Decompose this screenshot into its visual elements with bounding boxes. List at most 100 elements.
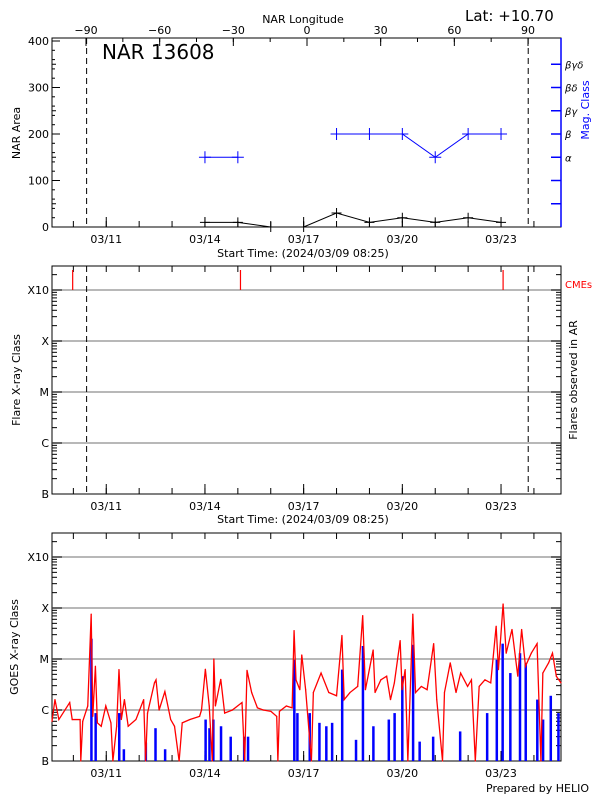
goes-short-spike xyxy=(524,662,527,761)
x-tick-label: 03/23 xyxy=(485,767,517,780)
goes-long-point xyxy=(374,691,376,694)
longitude-tick-label: 0 xyxy=(304,24,311,37)
x-tick-label: 03/23 xyxy=(485,233,517,246)
goes-short-spike xyxy=(549,695,553,761)
goes-long-point xyxy=(256,707,259,709)
mag-class-point xyxy=(198,151,211,164)
area-point xyxy=(232,217,243,228)
footer-credit: Prepared by HELIO xyxy=(486,782,589,795)
goes-long-point xyxy=(158,709,160,711)
goes-long-point xyxy=(426,689,428,691)
goes-long-point xyxy=(404,668,406,671)
x-axis-title-1: Start Time: (2024/03/09 08:25) xyxy=(217,247,389,260)
goes-long-point xyxy=(51,720,53,722)
goes-long-point xyxy=(364,689,367,691)
x-tick-label: 03/23 xyxy=(485,500,517,513)
flare-axis-title: Flare X-ray Class xyxy=(10,334,23,426)
goes-short-spike xyxy=(212,719,215,761)
goes-long-line xyxy=(51,603,562,762)
goes-short-spike xyxy=(229,736,232,761)
goes-short-spike xyxy=(340,669,344,761)
goes-long-point xyxy=(79,718,81,721)
goes-short-spike xyxy=(94,713,97,761)
y-tick-label: B xyxy=(41,755,49,768)
goes-short-spike xyxy=(296,713,299,761)
goes-short-spike xyxy=(122,749,126,761)
goes-long-point xyxy=(551,652,554,654)
goes-short-spike xyxy=(418,741,421,761)
goes-long-point xyxy=(490,682,492,684)
goes-short-spike xyxy=(401,676,404,761)
goes-long-point xyxy=(312,691,314,694)
goes-long-point xyxy=(399,639,401,642)
goes-long-point xyxy=(441,760,444,762)
goes-short-spike xyxy=(485,713,489,761)
y-tick-label: 200 xyxy=(28,128,49,141)
longitude-tick-label: −30 xyxy=(222,24,245,37)
goes-short-spike xyxy=(361,645,365,761)
goes-short-spike xyxy=(354,739,358,761)
goes-short-spike xyxy=(393,713,396,761)
goes-short-spike xyxy=(330,722,334,761)
longitude-tick-label: −90 xyxy=(74,24,97,37)
goes-long-point xyxy=(96,722,98,724)
goes-long-point xyxy=(100,725,102,727)
area-point xyxy=(199,217,210,228)
goes-long-point xyxy=(87,705,89,707)
region-title: NAR 13608 xyxy=(102,40,215,64)
goes-long-point xyxy=(164,690,166,693)
y-tick-label: M xyxy=(40,386,50,399)
y-tick-label: 0 xyxy=(42,221,49,234)
goes-short-spike xyxy=(458,731,462,761)
goes-long-point xyxy=(443,691,446,694)
area-panel-frame xyxy=(51,37,562,228)
x-tick-label: 03/20 xyxy=(386,767,418,780)
goes-long-point xyxy=(470,679,473,681)
goes-long-point xyxy=(542,672,544,674)
goes-long-point xyxy=(412,613,414,615)
x-tick-label: 03/20 xyxy=(386,233,418,246)
flares-observed-axis-title: Flares observed in AR xyxy=(567,320,580,440)
goes-long-point xyxy=(474,760,476,762)
area-point xyxy=(364,217,375,228)
goes-long-point xyxy=(511,628,513,631)
area-point xyxy=(397,212,408,223)
area-point xyxy=(265,222,276,232)
goes-long-point xyxy=(173,725,176,727)
goes-short-spike xyxy=(204,719,207,761)
goes-long-point xyxy=(362,614,364,617)
goes-short-spike xyxy=(411,644,415,761)
goes-long-point xyxy=(495,625,497,627)
x-tick-label: 03/17 xyxy=(288,767,320,780)
longitude-tick-label: 30 xyxy=(374,24,388,37)
goes-long-point xyxy=(241,701,243,704)
mag-class-point xyxy=(396,128,409,140)
mag-class-point xyxy=(330,128,343,140)
goes-short-spike xyxy=(325,726,328,761)
goes-short-spike xyxy=(518,653,522,761)
goes-long-point xyxy=(320,672,322,674)
x-tick-label: 03/11 xyxy=(90,767,122,780)
goes-axis-title: GOES X-ray Class xyxy=(8,599,21,695)
goes-long-point xyxy=(521,628,523,631)
goes-long-point xyxy=(204,668,206,670)
flare-panel-frame xyxy=(51,265,562,495)
goes-long-point xyxy=(118,668,120,671)
y-tick-label: 400 xyxy=(28,35,49,48)
x-tick-label: 03/17 xyxy=(288,500,320,513)
y-tick-label: X10 xyxy=(27,284,49,297)
area-point xyxy=(298,222,309,232)
goes-long-point xyxy=(155,679,157,681)
goes-panel-frame xyxy=(51,532,562,762)
goes-long-point xyxy=(502,603,504,605)
goes-long-point xyxy=(105,705,107,707)
goes-long-point xyxy=(466,685,469,688)
goes-short-spike xyxy=(90,638,93,761)
goes-long-point xyxy=(295,679,297,681)
goes-short-spike xyxy=(387,719,391,761)
longitude-axis-title: NAR Longitude xyxy=(262,13,344,26)
area-point xyxy=(331,208,342,219)
goes-long-point xyxy=(293,630,295,632)
goes-long-point xyxy=(530,652,532,654)
